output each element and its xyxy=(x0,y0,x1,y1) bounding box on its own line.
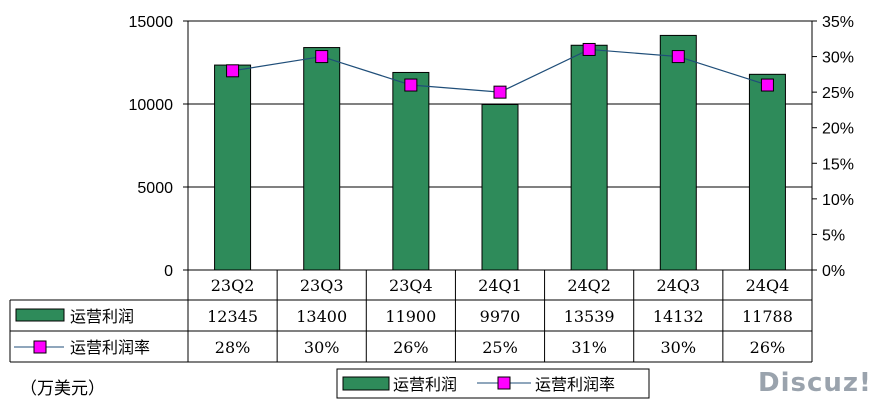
unit-label: （万美元） xyxy=(20,379,105,399)
left-axis-tick-label: 5000 xyxy=(137,180,173,197)
table-cell-value: 31% xyxy=(571,338,607,357)
right-axis-tick-label: 10% xyxy=(822,192,854,209)
right-axis-tick-label: 15% xyxy=(822,156,854,173)
table-cell-value: 11900 xyxy=(385,307,436,326)
category-label: 23Q2 xyxy=(211,276,255,295)
margin-marker-24q2 xyxy=(582,42,596,56)
table-cell-value: 26% xyxy=(750,338,786,357)
row-key-bar xyxy=(15,308,65,322)
category-label: 23Q3 xyxy=(300,276,344,295)
left-axis-tick-label: 10000 xyxy=(129,97,174,114)
category-label: 24Q3 xyxy=(656,276,700,295)
category-label: 23Q4 xyxy=(389,276,433,295)
left-axis-tick-label: 0 xyxy=(164,263,173,280)
table-cell-value: 28% xyxy=(215,338,251,357)
category-label: 24Q4 xyxy=(746,276,790,295)
category-label: 24Q1 xyxy=(478,276,522,295)
right-axis-tick-label: 25% xyxy=(822,85,854,102)
table-cell-value: 13539 xyxy=(564,307,615,326)
legend-key-bar xyxy=(342,376,390,391)
bar-24q4 xyxy=(748,73,786,271)
legend-label-profit: 运营利润 xyxy=(393,375,457,394)
bar-24q2 xyxy=(570,44,608,271)
table-cell-value: 12345 xyxy=(207,307,258,326)
right-axis-tick-label: 0% xyxy=(822,263,845,280)
table-cell-value: 11788 xyxy=(742,307,793,326)
table-cell-value: 26% xyxy=(393,338,429,357)
margin-marker-24q1 xyxy=(493,85,507,99)
left-axis-tick-label: 15000 xyxy=(129,14,174,31)
right-axis-tick-label: 30% xyxy=(822,50,854,67)
right-axis-tick-label: 35% xyxy=(822,14,854,31)
category-label: 24Q2 xyxy=(567,276,611,295)
table-cell-value: 30% xyxy=(661,338,697,357)
bar-23q2 xyxy=(214,64,252,271)
margin-marker-23q2 xyxy=(226,64,240,78)
row-key-marker xyxy=(33,340,47,354)
row-label-margin: 运营利润率 xyxy=(70,338,150,357)
right-axis-tick-label: 5% xyxy=(822,227,845,244)
table-cell-value: 25% xyxy=(482,338,518,357)
margin-marker-23q3 xyxy=(315,50,329,64)
bar-24q3 xyxy=(659,34,697,271)
table-cell-value: 14132 xyxy=(653,307,704,326)
table-cell-value: 30% xyxy=(304,338,340,357)
legend-label-margin: 运营利润率 xyxy=(535,375,615,394)
table-cell-value: 9970 xyxy=(480,307,521,326)
margin-marker-24q3 xyxy=(671,50,685,64)
table-cell-value: 13400 xyxy=(296,307,347,326)
margin-marker-24q4 xyxy=(760,78,774,92)
bar-24q1 xyxy=(481,103,519,271)
right-axis-tick-label: 20% xyxy=(822,121,854,138)
watermark-logo: Discuz! xyxy=(758,368,872,398)
row-label-profit: 运营利润 xyxy=(70,307,134,326)
legend-key-marker xyxy=(497,376,511,390)
bar-23q3 xyxy=(303,47,341,271)
margin-marker-23q4 xyxy=(404,78,418,92)
bar-23q4 xyxy=(392,71,430,271)
